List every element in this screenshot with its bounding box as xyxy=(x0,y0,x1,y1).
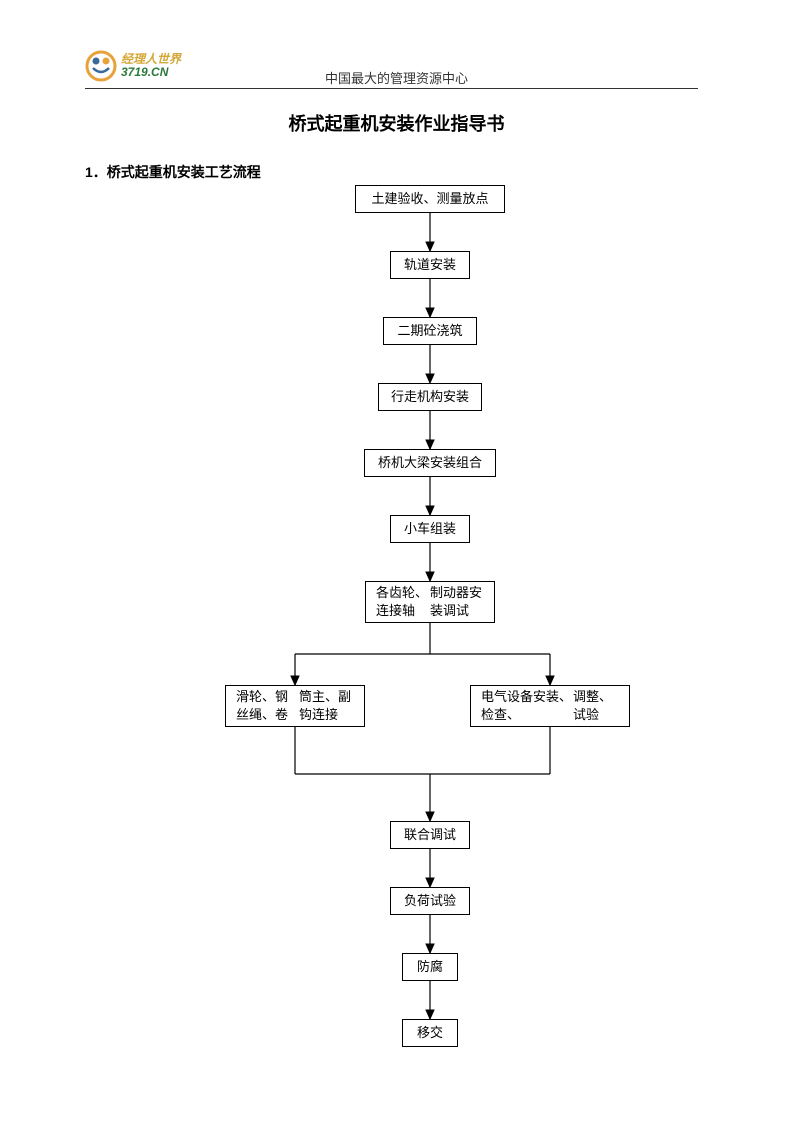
flow-node-n9: 电气设备安装、检查、调整、试验 xyxy=(470,685,630,727)
flow-node-n8: 滑轮、钢丝绳、卷筒主、副钩连接 xyxy=(225,685,365,727)
flow-node-n5: 桥机大梁安装组合 xyxy=(364,449,496,477)
flow-node-n12: 防腐 xyxy=(402,953,458,981)
flow-node-n6: 小车组装 xyxy=(390,515,470,543)
flow-node-n13: 移交 xyxy=(402,1019,458,1047)
flow-node-n10: 联合调试 xyxy=(390,821,470,849)
flow-node-n4: 行走机构安装 xyxy=(378,383,482,411)
flow-node-n11: 负荷试验 xyxy=(390,887,470,915)
header-divider xyxy=(85,88,698,89)
flow-node-n7: 各齿轮、连接轴制动器安装调试 xyxy=(365,581,495,623)
section-heading: 1．桥式起重机安装工艺流程 xyxy=(85,162,261,182)
flow-node-n2: 轨道安装 xyxy=(390,251,470,279)
flow-node-n1: 土建验收、测量放点 xyxy=(355,185,505,213)
logo-icon xyxy=(85,50,117,82)
flowchart: 土建验收、测量放点轨道安装二期砼浇筑行走机构安装桥机大梁安装组合小车组装各齿轮、… xyxy=(0,185,793,1085)
logo-url-label: 3719.CN xyxy=(121,66,181,79)
flow-node-n3: 二期砼浇筑 xyxy=(383,317,477,345)
logo-text: 经理人世界 3719.CN xyxy=(121,53,181,79)
logo: 经理人世界 3719.CN xyxy=(85,50,181,82)
page-title: 桥式起重机安装作业指导书 xyxy=(0,110,793,136)
header-subtitle: 中国最大的管理资源中心 xyxy=(325,68,468,87)
